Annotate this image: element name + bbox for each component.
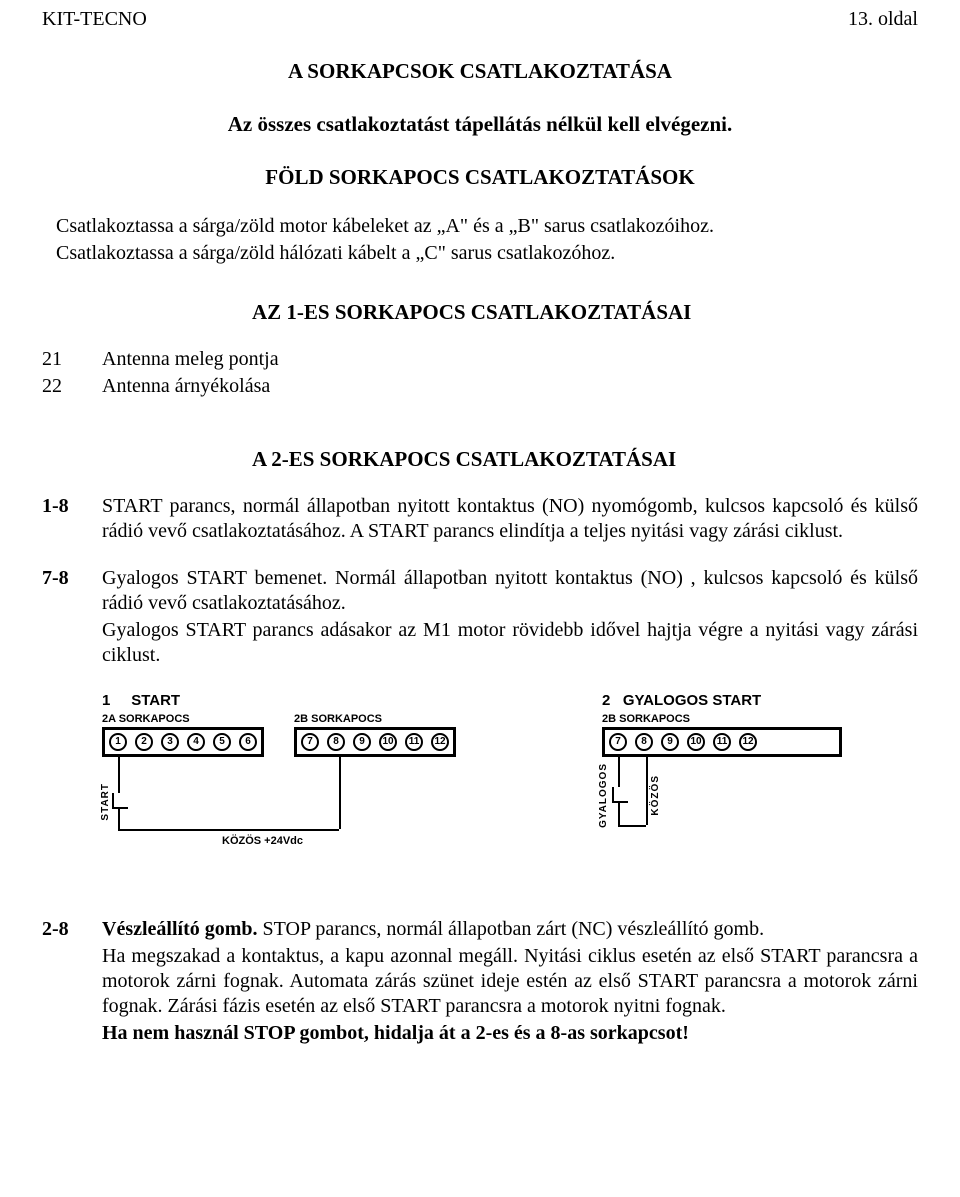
diagram-pedestrian-start: 2 GYALOGOS START 2B SORKAPOCS 7 8 9 10 1…: [602, 692, 842, 837]
diagram-start: 1 START 2A SORKAPOCS 1 2 3 4 5 6: [102, 692, 542, 837]
s1-row-22: 22 Antenna árnyékolása: [42, 374, 918, 399]
terminal-strip-2b: 7 8 9 10 11 12: [294, 727, 456, 757]
terminal-1: 1: [109, 733, 127, 751]
document-subtitle: Az összes csatlakoztatást tápellátás nél…: [42, 112, 918, 137]
page: KIT-TECNO 13. oldal A SORKAPCSOK CSATLAK…: [0, 0, 960, 1197]
terminal-7: 7: [609, 733, 627, 751]
terminal-strip-2a: 1 2 3 4 5 6: [102, 727, 264, 757]
terminal-4: 4: [187, 733, 205, 751]
item-body: START parancs, normál állapotban nyitott…: [102, 494, 918, 546]
item-paragraph: START parancs, normál állapotban nyitott…: [102, 494, 918, 544]
diagram-header: 2 GYALOGOS START: [602, 692, 842, 709]
no-contact-icon: [612, 787, 628, 803]
item-paragraph: Gyalogos START parancs adásakor az M1 mo…: [102, 618, 918, 668]
terminal-2: 2: [135, 733, 153, 751]
terminal-5: 5: [213, 733, 231, 751]
s2-heading: A 2-ES SORKAPOCS CSATLAKOZTATÁSAI: [252, 447, 918, 472]
s1-row-text: Antenna meleg pontja: [102, 347, 918, 372]
diagram-header: 1 START: [102, 692, 542, 709]
ground-line-1: Csatlakoztassa a sárga/zöld motor kábele…: [56, 214, 918, 238]
terminal-3: 3: [161, 733, 179, 751]
header-left: KIT-TECNO: [42, 8, 147, 31]
terminal-strip-2b: 7 8 9 10 11 12: [602, 727, 842, 757]
ground-line-2: Csatlakoztassa a sárga/zöld hálózati káb…: [56, 241, 918, 265]
terminal-6: 6: [239, 733, 257, 751]
terminal-11: 11: [713, 733, 731, 751]
no-contact-icon: [112, 793, 128, 809]
s1-row-num: 22: [42, 374, 102, 399]
strip-label: 2A SORKAPOCS: [102, 713, 264, 725]
terminal-10: 10: [379, 733, 397, 751]
bold-lead: Vészleállító gomb.: [102, 918, 258, 940]
s1-row-21: 21 Antenna meleg pontja: [42, 347, 918, 372]
wire: [618, 801, 620, 825]
s2-row-2-8: 2-8 Vészleállító gomb. STOP parancs, nor…: [42, 917, 918, 1048]
strip-2b-group: 2B SORKAPOCS 7 8 9 10 11 12: [294, 713, 456, 757]
s2-row-1-8: 1-8 START parancs, normál állapotban nyi…: [42, 494, 918, 546]
ground-section-heading: FÖLD SORKAPOCS CSATLAKOZTATÁSOK: [42, 165, 918, 190]
wire: [339, 757, 341, 829]
diagram-title: START: [131, 692, 180, 709]
document-title: A SORKAPCSOK CSATLAKOZTATÁSA: [42, 59, 918, 84]
s1-row-text: Antenna árnyékolása: [102, 374, 918, 399]
terminal-9: 9: [661, 733, 679, 751]
s2-row-7-8: 7-8 Gyalogos START bemenet. Normál állap…: [42, 566, 918, 670]
terminal-9: 9: [353, 733, 371, 751]
diagram-number: 2: [602, 692, 610, 709]
item-paragraph: Vészleállító gomb. STOP parancs, normál …: [102, 917, 918, 942]
wire: [118, 829, 339, 831]
strip-label: 2B SORKAPOCS: [602, 713, 842, 725]
terminal-12: 12: [739, 733, 757, 751]
wire: [118, 807, 120, 829]
wire: [646, 757, 648, 825]
wire-area: GYALOGOS KÖZÖS: [602, 757, 842, 837]
diagram-title: GYALOGOS START: [623, 692, 761, 709]
item-number: 1-8: [42, 494, 102, 546]
terminal-10: 10: [687, 733, 705, 751]
wire-label-common: KÖZÖS +24Vdc: [222, 835, 303, 847]
s1-row-num: 21: [42, 347, 102, 372]
strip-2a-group: 2A SORKAPOCS 1 2 3 4 5 6: [102, 713, 264, 757]
wire-label-pedestrian: GYALOGOS: [598, 763, 609, 828]
terminal-11: 11: [405, 733, 423, 751]
item-body: Gyalogos START bemenet. Normál állapotba…: [102, 566, 918, 670]
terminal-7: 7: [301, 733, 319, 751]
terminal-8: 8: [635, 733, 653, 751]
wire-label-start: START: [100, 783, 111, 821]
terminal-12: 12: [431, 733, 449, 751]
wire: [618, 825, 646, 827]
diagram-strips-row: 2A SORKAPOCS 1 2 3 4 5 6 2B SORKAPOCS 7 …: [102, 713, 542, 757]
wire-area: START KÖZÖS +24Vdc: [102, 757, 542, 837]
wire-label-common: KÖZÖS: [650, 775, 661, 816]
item-body: Vészleállító gomb. STOP parancs, normál …: [102, 917, 918, 1048]
item-paragraph: Gyalogos START bemenet. Normál állapotba…: [102, 566, 918, 616]
diagram-number: 1: [102, 692, 110, 709]
wire: [618, 757, 620, 787]
header-right: 13. oldal: [848, 8, 918, 31]
wire: [118, 757, 120, 793]
terminal-8: 8: [327, 733, 345, 751]
spacer: [42, 548, 918, 566]
item-paragraph-bold: Ha nem használ STOP gombot, hidalja át a…: [102, 1021, 918, 1046]
wiring-diagrams: 1 START 2A SORKAPOCS 1 2 3 4 5 6: [102, 692, 918, 837]
page-header: KIT-TECNO 13. oldal: [42, 8, 918, 31]
item-number: 2-8: [42, 917, 102, 1048]
item-number: 7-8: [42, 566, 102, 670]
s1-heading: AZ 1-ES SORKAPOCS CSATLAKOZTATÁSAI: [252, 300, 918, 325]
item-paragraph: Ha megszakad a kontaktus, a kapu azonnal…: [102, 944, 918, 1019]
lead-rest: STOP parancs, normál állapotban zárt (NC…: [258, 918, 765, 940]
spacer: [42, 847, 918, 917]
strip-label: 2B SORKAPOCS: [294, 713, 456, 725]
